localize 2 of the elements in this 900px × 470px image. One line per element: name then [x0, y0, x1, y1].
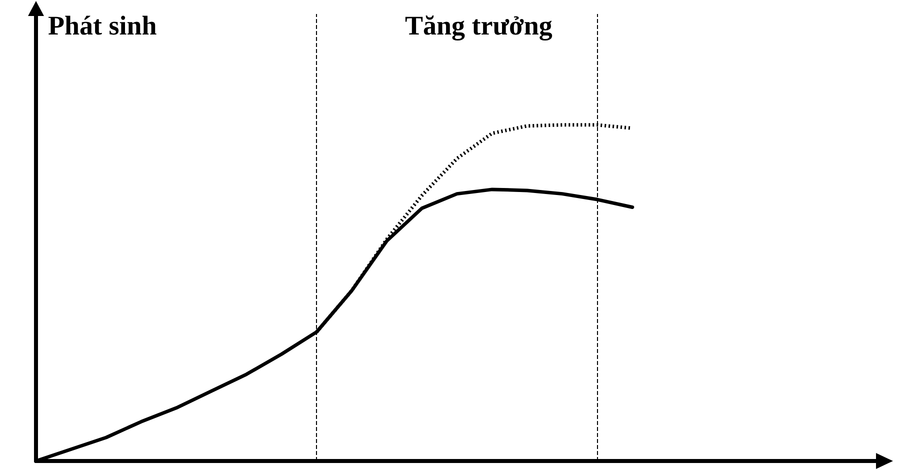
text: Tăng trưởng [405, 10, 553, 40]
text: Phát sinh [48, 10, 157, 40]
